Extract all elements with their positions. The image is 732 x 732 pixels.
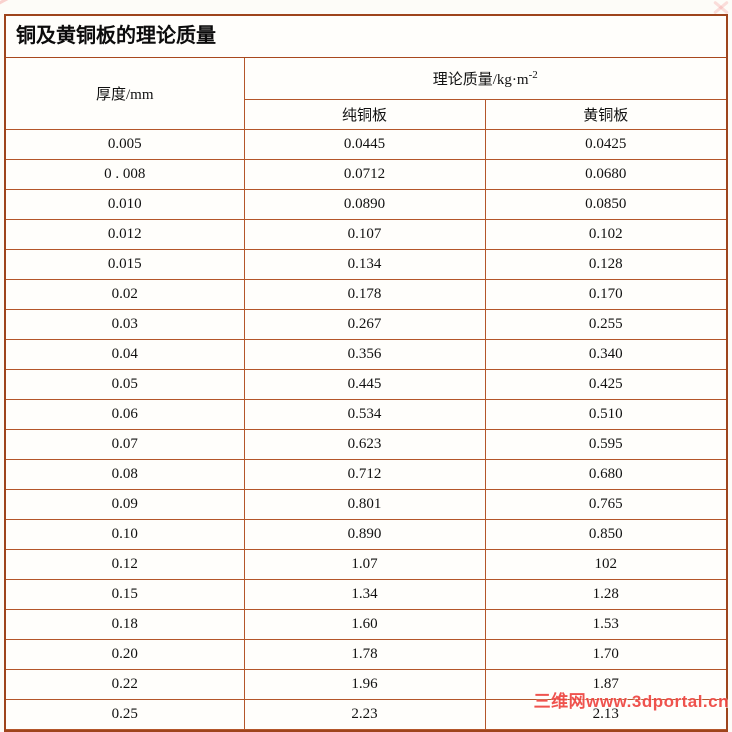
table-cell: 0.02 [6,279,245,310]
table-cell: 0.595 [484,429,727,460]
table-cell: 1.07 [243,549,486,580]
table-row: 0.05 0.445 0.425 [6,369,727,400]
table-row: 0.10 0.890 0.850 [6,519,727,550]
watermark-fragment-icon [0,0,15,6]
table-cell: 0.267 [243,309,486,340]
table-row: 0.06 0.534 0.510 [6,399,727,430]
table-cell: 0.850 [484,519,727,550]
table-cell: 0.09 [6,489,245,520]
table-cell: 0.712 [243,459,486,490]
table-cell: 0.128 [484,249,727,280]
table-cell: 0 . 008 [6,159,245,190]
table-cell: 0.15 [6,579,245,610]
header-row: 厚度/mm 理论质量/kg·m-2 [6,58,727,130]
column-header-brass: 黄铜板 [484,99,727,130]
table-cell: 0.012 [6,219,245,250]
table-row: 0.03 0.267 0.255 [6,309,727,340]
mass-unit-base: 理论质量/kg·m [432,72,529,88]
table-cell: 1.96 [243,669,486,700]
table-cell: 0.0680 [484,159,727,190]
table-row: 0.015 0.134 0.128 [6,249,727,280]
theoretical-mass-table: 铜及黄铜板的理论质量 厚度/mm 理论质量/kg·m-2 纯铜板 黄铜板 0.0… [4,14,728,732]
data-table: 厚度/mm 理论质量/kg·m-2 纯铜板 黄铜板 0.005 0.0445 0.0… [6,58,727,730]
table-cell: 0.0425 [484,129,727,160]
table-cell: 0.05 [6,369,245,400]
table-cell: 0.445 [243,369,486,400]
table-cell: 0.07 [6,429,245,460]
table-cell: 0.18 [6,609,245,640]
table-cell: 0.356 [243,339,486,370]
table-cell: 0.12 [6,549,245,580]
table-cell: 1.34 [243,579,486,610]
table-cell: 0.22 [6,669,245,700]
table-row: 0.08 0.712 0.680 [6,459,727,490]
table-cell: 1.87 [484,669,727,700]
header-row: 纯铜板 黄铜板 [6,99,727,130]
table-row: 0.20 1.78 1.70 [6,639,727,670]
table-row: 0.012 0.107 0.102 [6,219,727,250]
table-row: 0.02 0.178 0.170 [6,279,727,310]
table-cell: 1.28 [484,579,727,610]
table-cell: 0.04 [6,339,245,370]
mass-unit-exponent: -2 [528,69,538,81]
table-cell: 0.623 [243,429,486,460]
table-row: 0.010 0.0890 0.0850 [6,189,727,220]
table-row: 0.18 1.60 1.53 [6,609,727,640]
table-cell: 0.005 [6,129,245,160]
table-cell: 0.06 [6,399,245,430]
table-cell: 0.0712 [243,159,486,190]
table-cell: 2.23 [243,699,486,730]
table-cell: 0.010 [6,189,245,220]
table-cell: 0.178 [243,279,486,310]
table-cell: 0.801 [243,489,486,520]
table-cell: 0.08 [6,459,245,490]
table-row: 0.04 0.356 0.340 [6,339,727,370]
column-header-thickness: 厚度/mm [6,58,245,130]
table-row: 0.22 1.96 1.87 [6,669,727,700]
site-watermark: 三维网www.3dportal.cn [533,692,729,711]
table-cell: 0.425 [484,369,727,400]
table-cell: 0.890 [243,519,486,550]
table-row: 0.09 0.801 0.765 [6,489,727,520]
table-row: 0.07 0.623 0.595 [6,429,727,460]
table-cell: 0.680 [484,459,727,490]
table-cell: 0.25 [6,699,245,730]
table-cell: 102 [484,549,727,580]
table-cell: 0.0890 [243,189,486,220]
table-cell: 0.765 [484,489,727,520]
table-cell: 0.340 [484,339,727,370]
table-cell: 0.510 [484,399,727,430]
table-cell: 0.134 [243,249,486,280]
table-cell: 0.102 [484,219,727,250]
column-header-pure-copper: 纯铜板 [244,99,486,130]
table-cell: 0.255 [484,309,727,340]
table-cell: 0.534 [243,399,486,430]
table-cell: 0.107 [243,219,486,250]
table-cell: 0.170 [484,279,727,310]
table-cell: 1.70 [484,639,727,670]
table-cell: 1.53 [484,609,727,640]
table-row: 0 . 008 0.0712 0.0680 [6,159,727,190]
table-cell: 1.60 [243,609,486,640]
table-cell: 0.20 [6,639,245,670]
table-cell: 0.10 [6,519,245,550]
column-header-mass-group: 理论质量/kg·m-2 [243,58,727,100]
table-row: 0.15 1.34 1.28 [6,579,727,610]
table-cell: 0.0445 [243,129,486,160]
table-cell: 0.0850 [484,189,727,220]
table-title: 铜及黄铜板的理论质量 [6,16,726,58]
table-header: 厚度/mm 理论质量/kg·m-2 纯铜板 黄铜板 [6,58,727,130]
table-row: 0.005 0.0445 0.0425 [6,129,727,160]
table-cell: 0.03 [6,309,245,340]
table-body: 0.005 0.0445 0.0425 0 . 008 0.0712 0.0680 0.01… [6,129,727,730]
table-row: 0.12 1.07 102 [6,549,727,580]
table-cell: 0.015 [6,249,245,280]
table-cell: 1.78 [243,639,486,670]
